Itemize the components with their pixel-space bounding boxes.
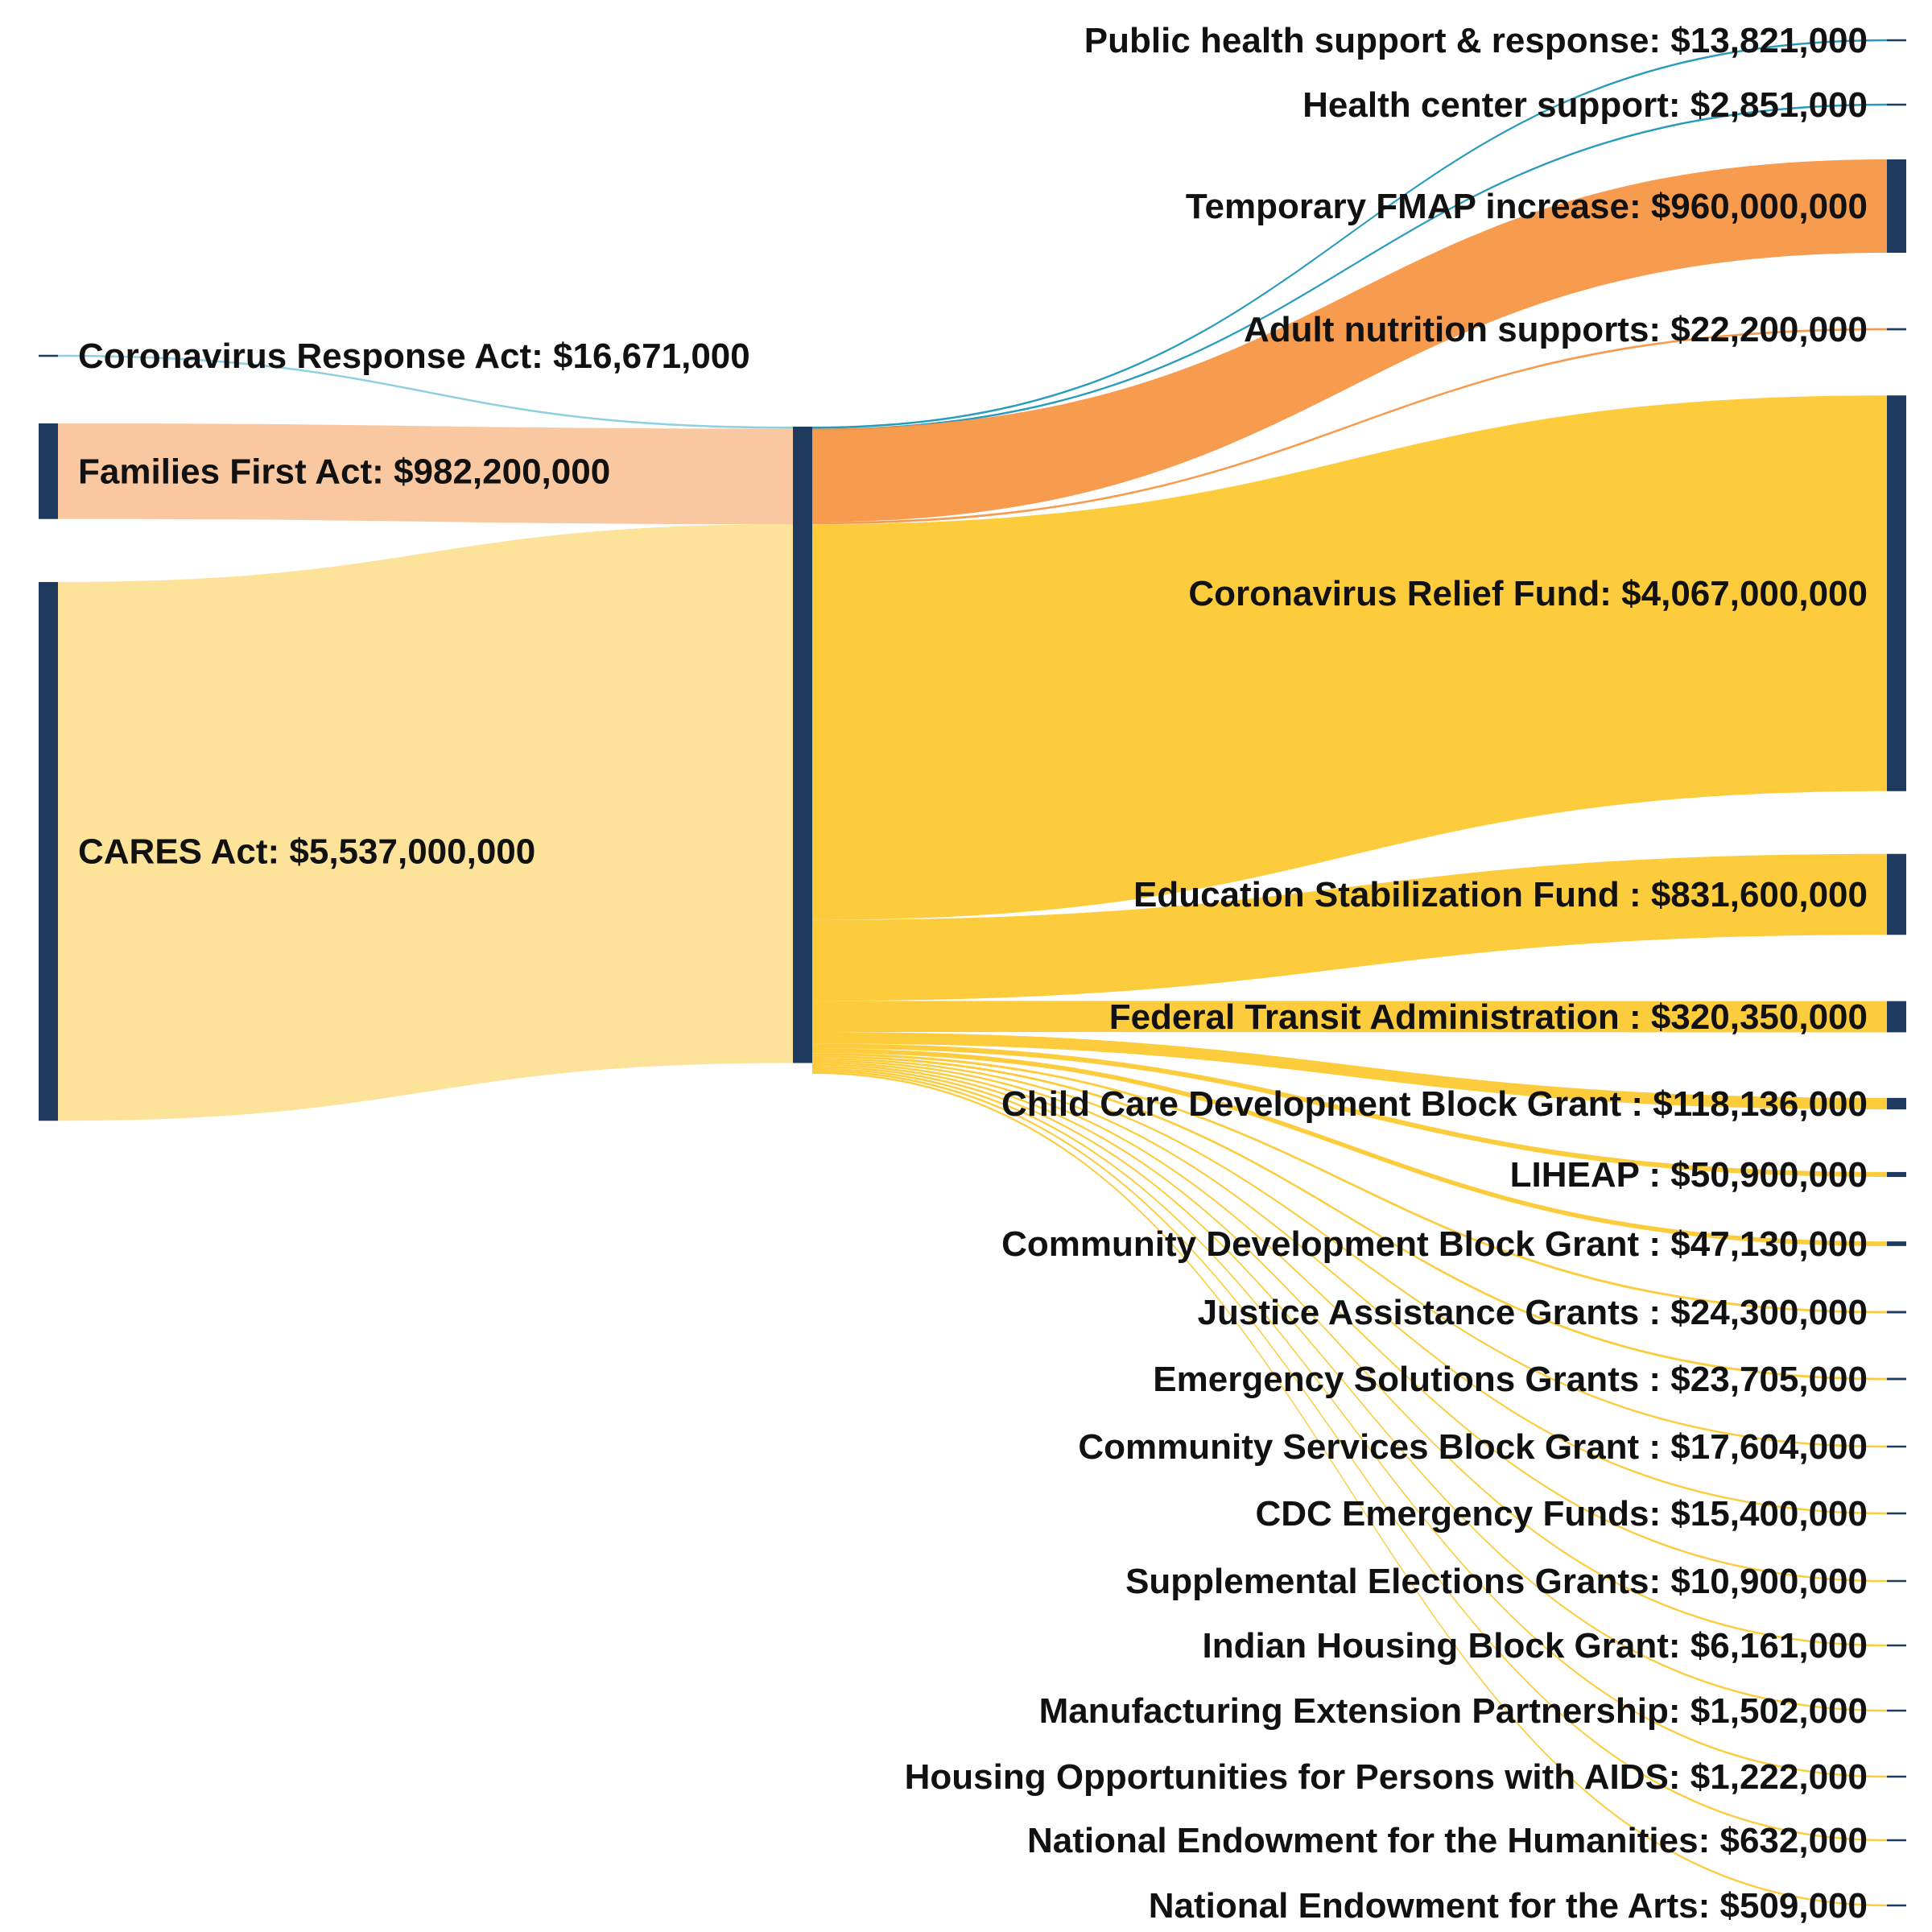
target-label-2: Temporary FMAP increase: $960,000,000	[1186, 187, 1868, 226]
source-link-cares	[58, 524, 793, 1121]
target-node-5	[1887, 853, 1906, 935]
target-node-7	[1887, 1097, 1906, 1110]
target-link-2	[812, 159, 1887, 522]
target-link-16	[812, 1065, 1887, 1712]
source-label-ffa: Families First Act: $982,200,000	[78, 452, 610, 491]
target-node-17	[1887, 1775, 1906, 1778]
target-label-5: Education Stabilization Fund : $831,600,…	[1133, 875, 1868, 914]
target-link-11	[812, 1055, 1887, 1381]
source-node-cares	[39, 582, 58, 1121]
target-node-12	[1887, 1445, 1906, 1448]
target-label-17: Housing Opportunities for Persons with A…	[905, 1757, 1868, 1797]
target-node-15	[1887, 1644, 1906, 1647]
target-node-11	[1887, 1377, 1906, 1381]
target-node-6	[1887, 1001, 1906, 1033]
target-link-14	[812, 1061, 1887, 1583]
target-label-12: Community Services Block Grant : $17,604…	[1078, 1427, 1868, 1467]
target-node-18	[1887, 1839, 1906, 1842]
target-label-16: Manufacturing Extension Partnership: $1,…	[1039, 1691, 1868, 1731]
target-label-1: Health center support: $2,851,000	[1302, 85, 1868, 125]
target-label-3: Adult nutrition supports: $22,200,000	[1244, 310, 1868, 349]
target-link-6	[812, 1001, 1887, 1033]
target-link-7	[812, 1032, 1887, 1110]
source-node-ffa	[39, 423, 58, 519]
target-node-14	[1887, 1579, 1906, 1583]
target-link-1	[812, 103, 1887, 431]
target-label-18: National Endowment for the Humanities: $…	[1027, 1821, 1868, 1860]
target-link-4	[812, 395, 1887, 920]
target-node-10	[1887, 1311, 1906, 1314]
source-link-ffa	[58, 423, 793, 525]
target-node-1	[1887, 103, 1906, 106]
target-node-13	[1887, 1512, 1906, 1515]
source-node-crsa	[39, 354, 58, 357]
target-label-9: Community Development Block Grant : $47,…	[1001, 1224, 1868, 1264]
target-link-19	[812, 1071, 1887, 1907]
target-label-8: LIHEAP : $50,900,000	[1510, 1155, 1868, 1195]
target-label-4: Coronavirus Relief Fund: $4,067,000,000	[1188, 574, 1868, 613]
target-link-8	[812, 1043, 1887, 1178]
target-link-5	[812, 853, 1887, 1001]
target-label-13: CDC Emergency Funds: $15,400,000	[1255, 1494, 1868, 1534]
source-label-cares: CARES Act: $5,537,000,000	[78, 832, 535, 872]
target-node-2	[1887, 159, 1906, 254]
target-node-8	[1887, 1171, 1906, 1178]
target-node-0	[1887, 39, 1906, 42]
target-node-9	[1887, 1241, 1906, 1246]
target-link-9	[812, 1048, 1887, 1246]
labels: Coronavirus Response Act: $16,671,000 Fam…	[78, 21, 1868, 1926]
target-label-0: Public health support & response: $13,82…	[1084, 21, 1868, 60]
target-link-12	[812, 1057, 1887, 1448]
nodes	[39, 39, 1906, 1907]
target-node-19	[1887, 1904, 1906, 1907]
target-link-10	[812, 1053, 1887, 1314]
target-link-3	[812, 328, 1887, 525]
target-label-14: Supplemental Elections Grants: $10,900,0…	[1125, 1562, 1868, 1601]
target-label-7: Child Care Development Block Grant : $11…	[1001, 1084, 1868, 1124]
source-link-crsa	[58, 354, 793, 429]
target-link-18	[812, 1069, 1887, 1842]
hub-node	[793, 427, 812, 1063]
target-node-16	[1887, 1709, 1906, 1712]
source-links	[58, 354, 793, 1121]
target-label-11: Emergency Solutions Grants : $23,705,000	[1153, 1360, 1868, 1399]
source-label-crsa: Coronavirus Response Act: $16,671,000	[78, 336, 750, 376]
target-label-10: Justice Assistance Grants : $24,300,000	[1198, 1293, 1868, 1332]
target-label-15: Indian Housing Block Grant: $6,161,000	[1203, 1626, 1868, 1666]
target-label-6: Federal Transit Administration : $320,35…	[1109, 997, 1868, 1037]
target-node-3	[1887, 328, 1906, 331]
target-links	[812, 39, 1887, 1907]
target-node-4	[1887, 395, 1906, 791]
target-link-15	[812, 1063, 1887, 1647]
target-link-13	[812, 1059, 1887, 1515]
target-link-17	[812, 1067, 1887, 1778]
target-label-19: National Endowment for the Arts: $509,00…	[1149, 1886, 1868, 1926]
target-link-0	[812, 39, 1887, 429]
